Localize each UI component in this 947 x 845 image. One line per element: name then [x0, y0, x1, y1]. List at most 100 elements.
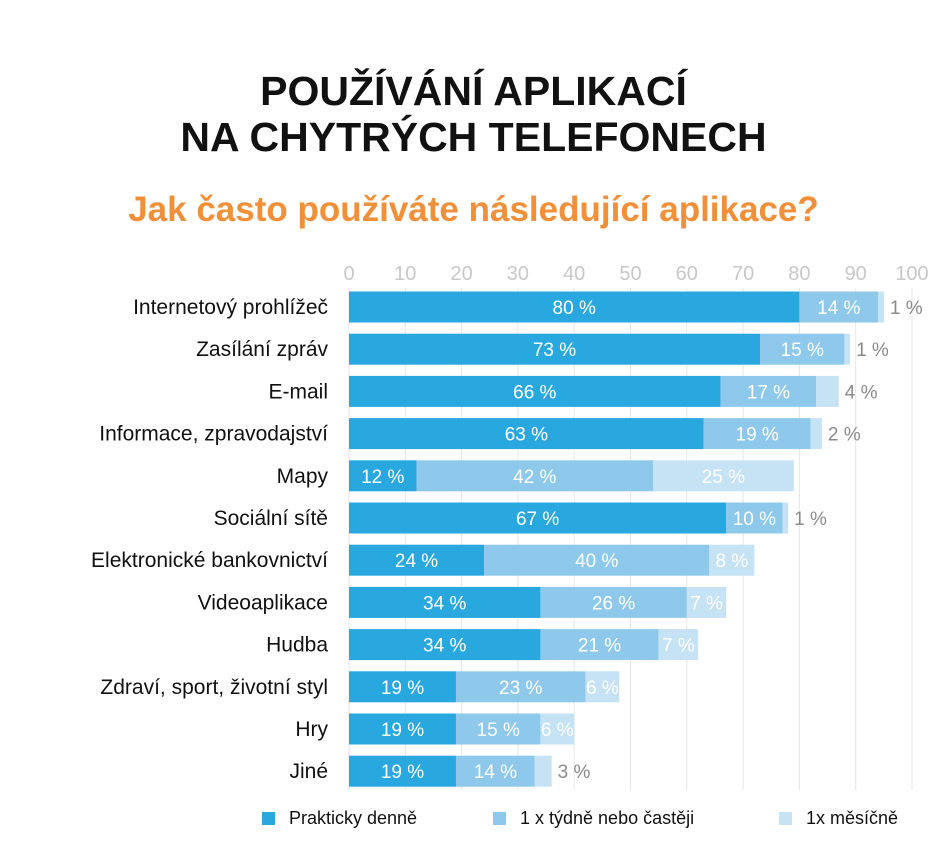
bar-zasilani-zprav-series-2	[759, 333, 845, 365]
bar-zdravi-sport-zivotni-styl-series-3	[585, 671, 620, 703]
x-tick-label-60: 60	[676, 263, 698, 285]
bar-e-mail-series-2	[720, 375, 817, 407]
value-label-videoaplikace-series-3: 7 %	[690, 593, 723, 614]
value-label-e-mail-series-3: 4 %	[845, 382, 878, 403]
category-label-internetovy-prohlizec: Internetový prohlížeč	[133, 296, 328, 319]
value-label-zasilani-zprav-series-1: 73 %	[533, 340, 576, 361]
value-label-zdravi-sport-zivotni-styl-series-2: 23 %	[499, 678, 542, 699]
category-label-videoaplikace: Videoaplikace	[198, 591, 328, 614]
x-tick-label-90: 90	[845, 263, 867, 285]
legend-item-weekly: 1 x týdně nebo častěji	[493, 808, 694, 829]
x-tick-label-0: 0	[343, 263, 354, 285]
value-label-socialni-site-series-1: 67 %	[516, 509, 559, 530]
bar-videoaplikace-series-3	[686, 586, 727, 618]
bar-e-mail-series-1	[349, 375, 721, 407]
x-tick-label-50: 50	[619, 263, 641, 285]
bar-informace-zpravodajstvi-series-3	[810, 418, 822, 450]
value-label-jine-series-1: 19 %	[381, 762, 424, 783]
value-label-mapy-series-1: 12 %	[361, 467, 404, 488]
category-label-jine: Jiné	[289, 760, 328, 783]
value-label-zasilani-zprav-series-3: 1 %	[856, 340, 889, 361]
value-label-zdravi-sport-zivotni-styl-series-1: 19 %	[381, 678, 424, 699]
value-label-zdravi-sport-zivotni-styl-series-3: 6 %	[586, 678, 619, 699]
category-label-informace-zpravodajstvi: Informace, zpravodajství	[99, 423, 328, 446]
category-label-e-mail: E-mail	[268, 380, 328, 403]
value-label-internetovy-prohlizec-series-1: 80 %	[553, 298, 596, 319]
bar-jine-series-1	[349, 755, 456, 787]
category-label-elektronicke-bankovnictvi: Elektronické bankovnictví	[91, 549, 328, 572]
value-label-informace-zpravodajstvi-series-2: 19 %	[736, 425, 779, 446]
x-tick-label-10: 10	[394, 263, 416, 285]
value-label-e-mail-series-1: 66 %	[513, 382, 556, 403]
value-label-e-mail-series-2: 17 %	[747, 382, 790, 403]
bar-hry-series-2	[455, 713, 541, 745]
value-label-hry-series-2: 15 %	[477, 720, 520, 741]
value-label-videoaplikace-series-1: 34 %	[423, 593, 466, 614]
bar-zasilani-zprav-series-1	[349, 333, 760, 365]
value-label-internetovy-prohlizec-series-3: 1 %	[890, 298, 923, 319]
x-tick-label-20: 20	[450, 263, 472, 285]
bar-socialni-site-series-3	[782, 502, 789, 534]
value-label-informace-zpravodajstvi-series-1: 63 %	[505, 425, 548, 446]
bar-zdravi-sport-zivotni-styl-series-1	[349, 671, 456, 703]
bar-elektronicke-bankovnictvi-series-2	[484, 544, 710, 576]
bar-mapy-series-2	[416, 460, 654, 492]
bar-internetovy-prohlizec-series-1	[349, 291, 800, 323]
x-tick-label-40: 40	[563, 263, 585, 285]
title-line-2: NA CHYTRÝCH TELEFONECH	[180, 114, 767, 160]
legend-swatch-daily	[262, 812, 275, 825]
bar-elektronicke-bankovnictvi-series-1	[349, 544, 485, 576]
value-label-hudba-series-3: 7 %	[662, 636, 695, 657]
value-label-informace-zpravodajstvi-series-3: 2 %	[828, 425, 861, 446]
legend: Prakticky denně 1 x týdně nebo častěji 1…	[0, 808, 947, 838]
value-label-socialni-site-series-3: 1 %	[794, 509, 827, 530]
category-label-hry: Hry	[295, 718, 328, 741]
value-label-hry-series-3: 6 %	[541, 720, 574, 741]
value-label-elektronicke-bankovnictvi-series-3: 8 %	[715, 551, 748, 572]
bar-informace-zpravodajstvi-series-2	[703, 418, 811, 450]
bar-socialni-site-series-2	[726, 502, 783, 534]
value-label-hudba-series-2: 21 %	[578, 636, 621, 657]
value-label-socialni-site-series-2: 10 %	[733, 509, 776, 530]
bar-hry-series-3	[540, 713, 575, 745]
bar-e-mail-series-3	[816, 375, 839, 407]
legend-item-monthly: 1x měsíčně	[779, 808, 898, 829]
value-label-elektronicke-bankovnictvi-series-2: 40 %	[575, 551, 618, 572]
bar-hry-series-1	[349, 713, 456, 745]
bar-informace-zpravodajstvi-series-1	[349, 418, 704, 450]
bar-mapy-series-1	[349, 460, 417, 492]
x-tick-label-100: 100	[895, 263, 928, 285]
value-label-jine-series-2: 14 %	[474, 762, 517, 783]
category-label-socialni-site: Sociální sítě	[214, 507, 328, 530]
legend-swatch-monthly	[779, 812, 792, 825]
category-label-zasilani-zprav: Zasílání zpráv	[196, 338, 328, 361]
stacked-bar-chart: 0 10 20 30 40 50 60 70 80 90 100 Internetový prohlí…	[91, 263, 929, 790]
category-label-mapy: Mapy	[277, 465, 329, 488]
bar-zasilani-zprav-series-3	[844, 333, 851, 365]
bar-socialni-site-series-1	[349, 502, 727, 534]
bar-zdravi-sport-zivotni-styl-series-2	[455, 671, 586, 703]
value-label-internetovy-prohlizec-series-2: 14 %	[817, 298, 860, 319]
title-line-1: POUŽÍVÁNÍ APLIKACÍ	[260, 68, 687, 114]
bar-elektronicke-bankovnictvi-series-3	[709, 544, 755, 576]
bar-hudba-series-3	[658, 629, 699, 661]
category-label-zdravi-sport-zivotni-styl: Zdraví, sport, životní styl	[100, 676, 328, 699]
subtitle: Jak často používáte následující aplikace…	[128, 190, 819, 229]
bar-internetovy-prohlizec-series-2	[799, 291, 879, 323]
value-label-elektronicke-bankovnictvi-series-1: 24 %	[395, 551, 438, 572]
legend-item-daily: Prakticky denně	[262, 808, 417, 829]
bar-internetovy-prohlizec-series-3	[878, 291, 884, 323]
value-label-hry-series-1: 19 %	[381, 720, 424, 741]
x-tick-label-70: 70	[732, 263, 754, 285]
legend-label-weekly: 1 x týdně nebo častěji	[520, 808, 695, 828]
legend-label-monthly: 1x měsíčně	[806, 808, 899, 828]
bar-mapy-series-3	[653, 460, 794, 492]
x-tick-label-30: 30	[507, 263, 529, 285]
value-label-jine-series-3: 3 %	[558, 762, 591, 783]
value-label-hudba-series-1: 34 %	[423, 636, 466, 657]
x-tick-label-80: 80	[788, 263, 810, 285]
category-label-hudba: Hudba	[266, 634, 328, 657]
bar-jine-series-2	[455, 755, 535, 787]
value-label-videoaplikace-series-2: 26 %	[592, 593, 635, 614]
bar-hudba-series-1	[349, 629, 541, 661]
